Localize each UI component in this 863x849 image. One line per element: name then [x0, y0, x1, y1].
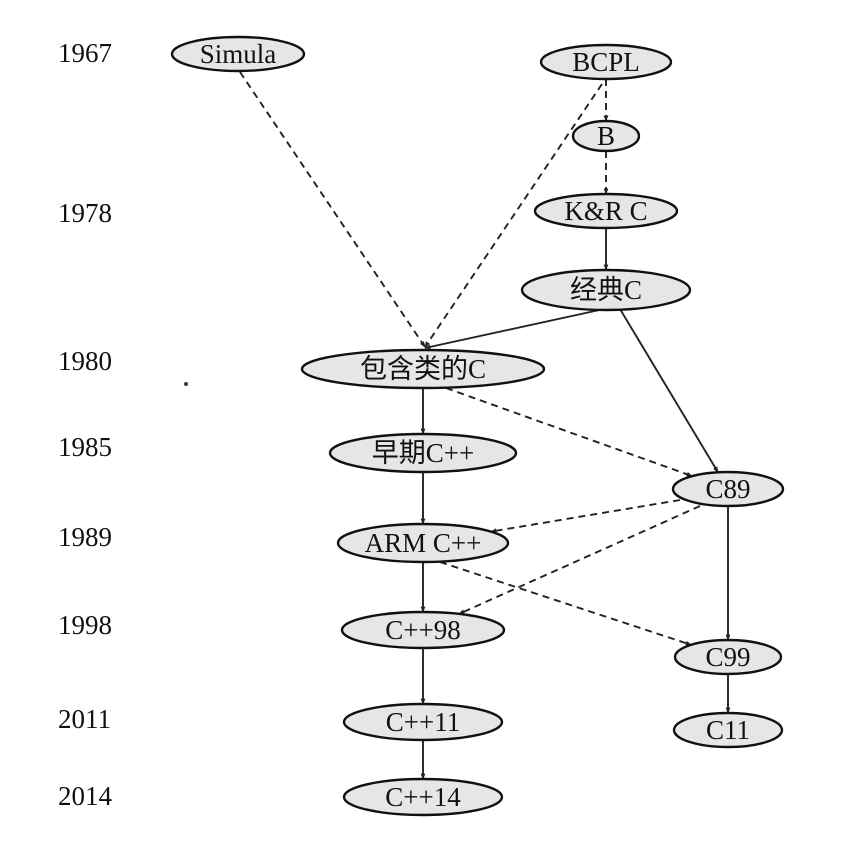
node-arm-cpp-label: ARM C++ — [365, 528, 482, 558]
node-c89-label: C89 — [705, 474, 750, 504]
node-c89-shape — [671, 470, 785, 508]
node-bcpl-label: BCPL — [572, 47, 640, 77]
node-b-label: B — [597, 121, 615, 151]
edge-simula-to-c-with-classes — [239, 71, 426, 348]
node-classic-c-label: 经典C — [570, 275, 642, 305]
node-c11-label: C11 — [706, 715, 750, 745]
node-b: B — [571, 119, 641, 153]
node-c99: C99 — [673, 638, 783, 676]
node-c11: C11 — [672, 711, 784, 749]
node-cpp98: C++98 — [340, 610, 506, 650]
edge-c-with-classes-to-c89 — [445, 387, 693, 477]
node-kr-c-shape — [533, 192, 679, 230]
edge-arm-cpp-to-c99 — [439, 561, 692, 646]
node-kr-c: K&R C — [533, 192, 679, 230]
year-1980: 1980 — [58, 346, 112, 376]
year-1998: 1998 — [58, 610, 112, 640]
node-cpp14: C++14 — [342, 777, 504, 817]
node-early-cpp: 早期C++ — [328, 432, 518, 474]
edges-layer — [239, 71, 731, 780]
node-simula-label: Simula — [200, 39, 277, 69]
node-b-shape — [571, 119, 641, 153]
node-kr-c-label: K&R C — [564, 196, 647, 226]
node-c99-shape — [673, 638, 783, 676]
node-c-with-classes-label: 包含类的C — [360, 354, 486, 384]
node-cpp14-shape — [342, 777, 504, 817]
node-c11-shape — [672, 711, 784, 749]
node-cpp14-label: C++14 — [385, 782, 461, 812]
year-2014: 2014 — [58, 781, 113, 811]
node-arm-cpp-shape — [336, 522, 510, 564]
node-simula-shape — [170, 35, 306, 73]
node-cpp98-label: C++98 — [385, 615, 460, 645]
year-1989: 1989 — [58, 522, 112, 552]
node-bcpl: BCPL — [539, 43, 673, 81]
edge-classic-c-to-c89 — [619, 308, 719, 473]
node-classic-c-shape — [520, 268, 692, 312]
year-1967: 1967 — [58, 38, 112, 68]
node-cpp11: C++11 — [342, 702, 504, 742]
timeline-years: 1967 1978 1980 1985 1989 1998 2011 2014 — [58, 38, 113, 811]
node-c89: C89 — [671, 470, 785, 508]
node-simula: Simula — [170, 35, 306, 73]
edge-c89-to-cpp98 — [458, 505, 701, 615]
node-c-with-classes-shape — [300, 348, 546, 390]
node-early-cpp-label: 早期C++ — [372, 438, 474, 468]
node-c-with-classes: 包含类的C — [300, 348, 546, 390]
year-1985: 1985 — [58, 432, 112, 462]
edge-c89-to-arm-cpp — [490, 499, 681, 534]
node-cpp11-label: C++11 — [386, 707, 460, 737]
year-2011: 2011 — [58, 704, 111, 734]
node-early-cpp-shape — [328, 432, 518, 474]
year-1978: 1978 — [58, 198, 112, 228]
stray-dot — [184, 382, 188, 386]
node-classic-c: 经典C — [520, 268, 692, 312]
node-arm-cpp: ARM C++ — [336, 522, 510, 564]
edge-bcpl-to-c-with-classes — [424, 83, 603, 348]
edge-classic-c-to-c-with-classes — [424, 308, 605, 350]
node-cpp98-shape — [340, 610, 506, 650]
node-c99-label: C99 — [705, 642, 750, 672]
node-bcpl-shape — [539, 43, 673, 81]
node-cpp11-shape — [342, 702, 504, 742]
